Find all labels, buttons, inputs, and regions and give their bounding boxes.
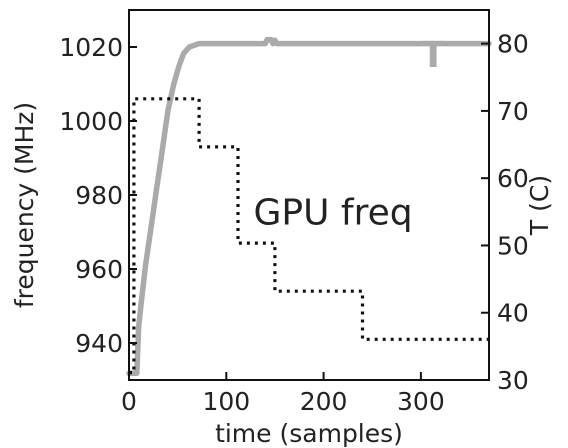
x-tick-label: 300 — [397, 387, 445, 416]
right-y-tick-label: 60 — [497, 164, 529, 193]
left-y-tick-label: 1000 — [59, 107, 123, 136]
ticks-layer: 0 100 200 300 940 960 980 1000 1020 30 40 50 60 70 80 — [59, 30, 528, 416]
left-y-tick-label: 1020 — [59, 33, 123, 62]
left-y-tick-label: 940 — [75, 329, 123, 358]
right-y-tick-label: 70 — [497, 97, 529, 126]
left-y-tick-label: 960 — [75, 255, 123, 284]
right-y-tick-label: 80 — [497, 30, 529, 59]
gpu-freq-label: GPU freq — [254, 193, 413, 234]
left-axis-title: frequency (MHz) — [10, 102, 39, 308]
right-y-tick-label: 50 — [497, 231, 529, 260]
right-y-tick-label: 30 — [497, 366, 529, 395]
x-axis-title: time (samples) — [215, 419, 403, 448]
x-tick-label: 100 — [202, 387, 250, 416]
annotations: T GPU freq — [254, 35, 446, 233]
x-tick-label: 0 — [121, 387, 137, 416]
series-line-gpu-freq — [129, 97, 489, 375]
right-axis-title: T (C) — [525, 175, 554, 236]
series-line-temperature — [126, 36, 492, 377]
left-y-tick-label: 980 — [75, 181, 123, 210]
plot-marks — [126, 36, 492, 377]
temperature-label: T — [421, 35, 446, 76]
x-tick-label: 200 — [300, 387, 348, 416]
right-y-tick-label: 40 — [497, 299, 529, 328]
